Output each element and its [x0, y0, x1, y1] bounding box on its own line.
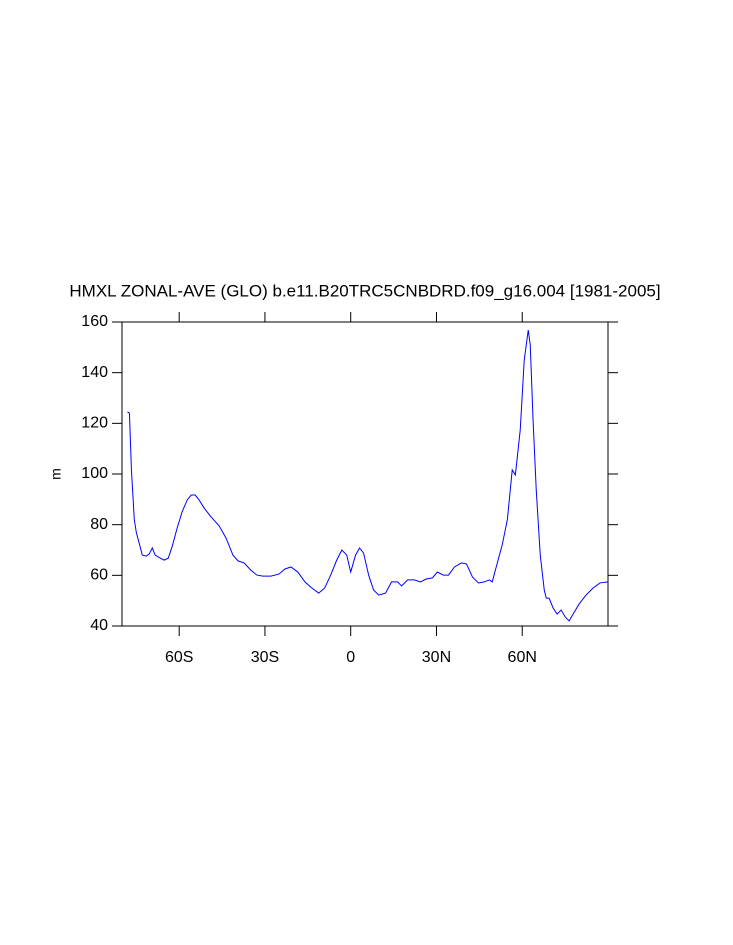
y-tick-label: 120 — [81, 415, 108, 432]
x-tick-label: 60S — [165, 649, 193, 666]
data-line — [127, 330, 609, 622]
x-tick-label: 30S — [251, 649, 279, 666]
y-axis-label: m — [48, 468, 64, 480]
y-tick-label: 140 — [81, 364, 108, 381]
x-tick-label: 60N — [508, 649, 537, 666]
y-tick-label: 60 — [90, 567, 108, 584]
y-tick-label: 100 — [81, 465, 108, 482]
y-tick-label: 80 — [90, 516, 108, 533]
x-tick-label: 30N — [422, 649, 451, 666]
y-tick-label: 40 — [90, 617, 108, 634]
chart-title: HMXL ZONAL-AVE (GLO) b.e11.B20TRC5CNBDRD… — [69, 281, 660, 300]
x-tick-label: 0 — [346, 649, 355, 666]
y-tick-label: 160 — [81, 313, 108, 330]
